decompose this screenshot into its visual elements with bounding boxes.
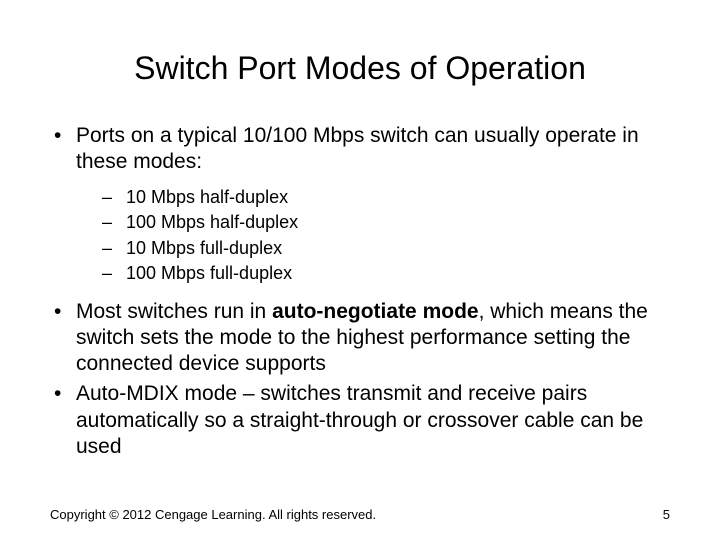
dash-icon: –	[102, 211, 126, 234]
sub-bullet-text: 100 Mbps half-duplex	[126, 211, 298, 234]
dash-icon: –	[102, 186, 126, 209]
bullet-text: Auto-MDIX mode – switches transmit and r…	[76, 381, 670, 460]
page-number: 5	[663, 507, 670, 522]
sub-bullet-text: 100 Mbps full-duplex	[126, 262, 292, 285]
sub-bullet-text: 10 Mbps full-duplex	[126, 237, 282, 260]
slide-title: Switch Port Modes of Operation	[50, 50, 670, 87]
dash-icon: –	[102, 237, 126, 260]
copyright-text: Copyright © 2012 Cengage Learning. All r…	[50, 507, 376, 522]
bullet-item: • Most switches run in auto-negotiate mo…	[50, 299, 670, 378]
text-bold: auto-negotiate mode	[272, 300, 479, 323]
slide: Switch Port Modes of Operation • Ports o…	[0, 0, 720, 540]
sub-bullet-item: – 100 Mbps full-duplex	[102, 262, 670, 285]
bullet-item: • Auto-MDIX mode – switches transmit and…	[50, 381, 670, 460]
text-run: Most switches run in	[76, 300, 272, 323]
bullet-text: Most switches run in auto-negotiate mode…	[76, 299, 670, 378]
sub-bullet-item: – 10 Mbps half-duplex	[102, 186, 670, 209]
bullet-text: Ports on a typical 10/100 Mbps switch ca…	[76, 123, 670, 176]
sub-bullet-list: – 10 Mbps half-duplex – 100 Mbps half-du…	[102, 186, 670, 285]
bullet-dot-icon: •	[54, 123, 76, 176]
dash-icon: –	[102, 262, 126, 285]
sub-bullet-item: – 10 Mbps full-duplex	[102, 237, 670, 260]
slide-footer: Copyright © 2012 Cengage Learning. All r…	[50, 507, 670, 522]
bullet-item: • Ports on a typical 10/100 Mbps switch …	[50, 123, 670, 176]
sub-bullet-text: 10 Mbps half-duplex	[126, 186, 288, 209]
sub-bullet-item: – 100 Mbps half-duplex	[102, 211, 670, 234]
slide-content: • Ports on a typical 10/100 Mbps switch …	[50, 123, 670, 460]
bullet-dot-icon: •	[54, 299, 76, 378]
bullet-dot-icon: •	[54, 381, 76, 460]
